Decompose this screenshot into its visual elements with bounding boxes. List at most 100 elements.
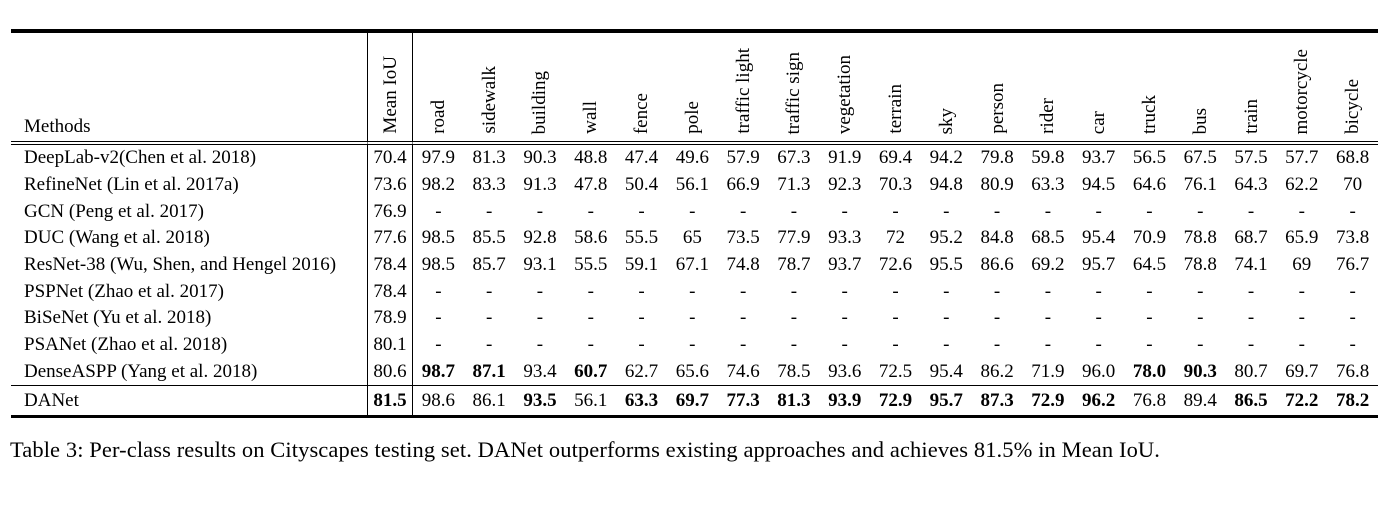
value-cell-fence: 59.1 bbox=[624, 254, 659, 276]
value-cell-building: 93.4 bbox=[523, 360, 557, 382]
column-header-mean-iou: Mean IoU bbox=[367, 33, 413, 145]
value-cell-rider: 69.2 bbox=[1031, 254, 1065, 276]
value-cell-pole: 69.7 bbox=[666, 385, 718, 415]
value-cell-car: - bbox=[1095, 200, 1102, 222]
value-cell-traffic-light: - bbox=[739, 334, 747, 356]
column-header-label-pole: pole bbox=[681, 101, 703, 134]
value-cell-bus: 90.3 bbox=[1183, 360, 1217, 382]
column-header-label-sidewalk: sidewalk bbox=[478, 66, 500, 134]
value-cell-truck: - bbox=[1146, 334, 1153, 356]
value-cell-traffic-sign: - bbox=[790, 200, 798, 222]
column-header-label-sky: sky bbox=[935, 107, 957, 134]
methods-column-header: Methods bbox=[11, 33, 367, 145]
value-cell-road: - bbox=[435, 334, 442, 356]
value-cell-pole: - bbox=[689, 200, 696, 222]
value-cell-rider: - bbox=[1044, 334, 1052, 356]
value-cell-traffic-sign: 78.5 bbox=[777, 360, 811, 382]
value-cell-person: 79.8 bbox=[980, 147, 1014, 169]
value-cell-truck: 64.6 bbox=[1132, 174, 1167, 196]
value-cell-car: 95.7 bbox=[1082, 254, 1116, 276]
table-caption: Table 3: Per-class results on Cityscapes… bbox=[10, 437, 1160, 463]
value-cell-terrain: 72.6 bbox=[878, 254, 913, 276]
value-cell-truck: - bbox=[1146, 280, 1153, 302]
column-header-truck: truck bbox=[1124, 33, 1175, 145]
value-cell-wall: 58.6 bbox=[574, 227, 608, 249]
value-cell-car: - bbox=[1095, 307, 1102, 329]
value-cell-train: - bbox=[1247, 307, 1255, 329]
value-cell-building: - bbox=[536, 307, 544, 329]
column-header-road: road bbox=[413, 33, 464, 145]
value-cell-rider: - bbox=[1044, 307, 1052, 329]
value-cell-pole: 49.6 bbox=[675, 147, 709, 169]
column-header-label-person: person bbox=[986, 83, 1008, 134]
mean-iou-cell: 73.6 bbox=[367, 171, 413, 199]
method-cell-resnet-38-wu-shen-and-hengel-2016-: ResNet-38 (Wu, Shen, and Hengel 2016) bbox=[24, 254, 337, 276]
method-cell-denseaspp-yang-et-al-2018-: DenseASPP (Yang et al. 2018) bbox=[24, 360, 258, 382]
value-cell-motorcycle: - bbox=[1298, 307, 1305, 329]
mean-iou-cell: 76.9 bbox=[367, 198, 413, 226]
mean-iou-cell: 80.1 bbox=[367, 331, 413, 359]
column-header-pole: pole bbox=[666, 33, 718, 145]
value-cell-truck: 56.5 bbox=[1132, 147, 1167, 169]
mean-iou-cell: 81.5 bbox=[367, 385, 413, 416]
column-header-label-rider: rider bbox=[1037, 98, 1059, 134]
value-cell-vegetation: - bbox=[841, 200, 848, 222]
value-cell-pole: - bbox=[689, 280, 696, 302]
column-header-car: car bbox=[1073, 33, 1125, 145]
value-cell-bus: 78.8 bbox=[1183, 254, 1217, 276]
value-cell-bicycle: - bbox=[1349, 200, 1356, 222]
value-cell-traffic-sign: - bbox=[790, 280, 798, 302]
value-cell-car: 95.4 bbox=[1082, 227, 1116, 249]
value-cell-train: 86.5 bbox=[1225, 385, 1277, 415]
value-cell-bicycle: 76.8 bbox=[1335, 360, 1370, 382]
value-cell-fence: - bbox=[638, 334, 645, 356]
value-cell-sky: 95.2 bbox=[929, 227, 963, 249]
value-cell-truck: 70.9 bbox=[1132, 227, 1167, 249]
column-header-label-fence: fence bbox=[631, 92, 653, 134]
value-cell-motorcycle: - bbox=[1298, 334, 1305, 356]
value-cell-traffic-sign: 78.7 bbox=[777, 254, 811, 276]
value-cell-road: - bbox=[435, 280, 442, 302]
value-cell-building: 92.8 bbox=[523, 227, 557, 249]
value-cell-rider: 63.3 bbox=[1031, 174, 1065, 196]
value-cell-fence: - bbox=[638, 200, 645, 222]
value-cell-vegetation: - bbox=[841, 334, 848, 356]
column-header-label-wall: wall bbox=[580, 101, 602, 134]
value-cell-traffic-light: 77.3 bbox=[717, 385, 769, 415]
value-cell-sky: 95.4 bbox=[929, 360, 963, 382]
value-cell-traffic-light: 73.5 bbox=[726, 227, 760, 249]
value-cell-traffic-sign: 81.3 bbox=[768, 385, 820, 415]
value-cell-terrain: - bbox=[892, 200, 899, 222]
value-cell-wall: 55.5 bbox=[574, 254, 608, 276]
value-cell-sidewalk: 83.3 bbox=[472, 174, 506, 196]
value-cell-wall: 48.8 bbox=[574, 147, 608, 169]
column-header-label-car: car bbox=[1088, 110, 1110, 134]
value-cell-train: - bbox=[1247, 334, 1255, 356]
value-cell-sky: - bbox=[943, 280, 950, 302]
value-cell-bicycle: 78.2 bbox=[1327, 385, 1378, 415]
value-cell-rider: 59.8 bbox=[1031, 147, 1065, 169]
value-cell-traffic-sign: - bbox=[790, 307, 798, 329]
value-cell-pole: 56.1 bbox=[675, 174, 709, 196]
value-cell-sky: - bbox=[943, 334, 950, 356]
value-cell-vegetation: 93.9 bbox=[819, 385, 871, 415]
value-cell-bicycle: - bbox=[1349, 280, 1356, 302]
column-header-label-motorcycle: motorcycle bbox=[1291, 48, 1313, 134]
column-header-traffic-light: traffic light bbox=[717, 33, 769, 145]
value-cell-bus: 89.4 bbox=[1174, 385, 1226, 415]
column-header-rider: rider bbox=[1022, 33, 1074, 145]
column-header-bus: bus bbox=[1174, 33, 1226, 145]
value-cell-train: - bbox=[1247, 280, 1255, 302]
value-cell-wall: - bbox=[587, 280, 594, 302]
value-cell-pole: - bbox=[689, 307, 696, 329]
column-header-label-road: road bbox=[427, 100, 449, 134]
value-cell-sky: 94.2 bbox=[929, 147, 963, 169]
value-cell-person: 86.6 bbox=[980, 254, 1014, 276]
column-header-terrain: terrain bbox=[870, 33, 921, 145]
value-cell-sidewalk: - bbox=[486, 334, 493, 356]
value-cell-sky: - bbox=[943, 200, 950, 222]
value-cell-vegetation: - bbox=[841, 307, 848, 329]
value-cell-terrain: - bbox=[892, 280, 899, 302]
value-cell-pole: 67.1 bbox=[675, 254, 709, 276]
value-cell-person: 80.9 bbox=[980, 174, 1014, 196]
